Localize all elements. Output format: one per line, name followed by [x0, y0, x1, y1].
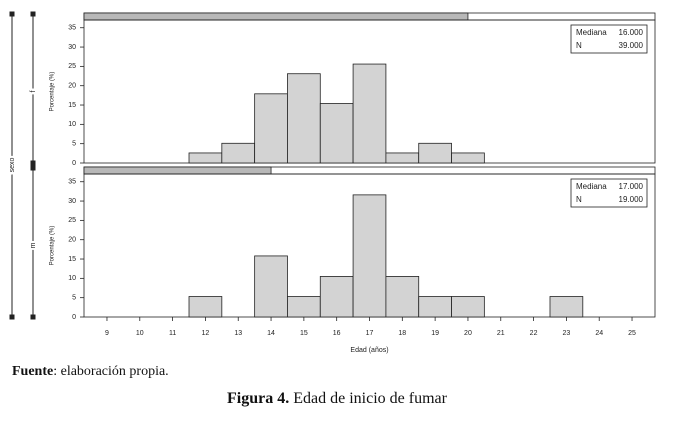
y-tick-label: 35 [68, 25, 76, 32]
caption-label: Figura 4. [227, 390, 290, 407]
stats-label: N [576, 41, 582, 50]
stats-value: 16.000 [619, 28, 644, 37]
x-tick-label: 24 [595, 330, 603, 337]
facet-label: f [30, 90, 37, 92]
chart: sexo f Porcentaje (%) 0 5 10 15 20 25 30 35 Median… [7, 11, 656, 354]
stats-box [570, 24, 648, 54]
x-tick-label: 14 [267, 330, 275, 337]
stats-label: Mediana [576, 182, 607, 191]
y-tick-label: 10 [68, 121, 76, 128]
histogram-bar [287, 296, 321, 318]
x-tick-label: 22 [530, 330, 538, 337]
facet-strip-share [83, 12, 469, 21]
x-tick-label: 11 [169, 330, 176, 337]
x-tick-label: 17 [366, 330, 374, 337]
x-tick-label: 12 [202, 330, 210, 337]
x-tick-label: 23 [562, 330, 570, 337]
facet-strip-share [83, 166, 272, 175]
y-tick-label: 15 [68, 102, 76, 109]
y-tick-label: 5 [72, 141, 76, 148]
y-axis-title: Porcentaje (%) [50, 72, 56, 112]
histogram-bar [188, 152, 223, 164]
y-axis-title: Porcentaje (%) [50, 226, 56, 266]
y-tick-label: 25 [68, 217, 76, 224]
y-tick-label: 15 [68, 256, 76, 263]
y-tick-label: 5 [72, 295, 76, 302]
x-tick-label: 25 [628, 330, 636, 337]
x-tick-label: 9 [105, 330, 109, 337]
histogram-bar [188, 296, 223, 318]
histogram-bar [352, 194, 387, 318]
histogram-bar [451, 296, 485, 318]
histogram-bar [254, 255, 288, 318]
x-tick-label: 16 [333, 330, 341, 337]
caption-text: Edad de inicio de fumar [293, 390, 447, 407]
x-tick-label: 19 [431, 330, 439, 337]
stats-value: 39.000 [619, 41, 644, 50]
x-tick-label: 15 [300, 330, 308, 337]
y-tick-label: 10 [68, 275, 76, 282]
y-tick-label: 0 [72, 160, 76, 167]
source-label: Fuente [12, 364, 54, 379]
source-text: : elaboración propia. [53, 364, 169, 379]
figure-caption: Figura 4. Edad de inicio de fumar [0, 390, 674, 408]
histogram-bar [385, 276, 420, 318]
source-note: Fuente: elaboración propia. [12, 364, 169, 380]
y-tick-label: 30 [68, 44, 76, 51]
y-tick-label: 30 [68, 198, 76, 205]
stats-value: 19.000 [619, 195, 644, 204]
histogram-bar [385, 152, 420, 164]
facet-title: sexo [9, 158, 16, 173]
histogram-bar [549, 296, 584, 318]
histogram-bar [418, 142, 452, 164]
x-axis-title: Edad (años) [350, 347, 388, 354]
histogram-bar [451, 152, 485, 164]
histogram-bar [418, 296, 452, 318]
histogram-bar [287, 73, 321, 164]
histogram-bar [254, 93, 288, 164]
stats-value: 17.000 [619, 182, 644, 191]
x-tick-label: 21 [497, 330, 505, 337]
stats-label: N [576, 195, 582, 204]
y-tick-label: 20 [68, 83, 76, 90]
stats-label: Mediana [576, 28, 607, 37]
y-tick-label: 35 [68, 179, 76, 186]
y-tick-label: 20 [68, 237, 76, 244]
x-tick-label: 13 [234, 330, 242, 337]
stats-box [570, 178, 648, 208]
x-tick-label: 10 [136, 330, 144, 337]
histogram-bar [221, 142, 256, 164]
y-tick-label: 25 [68, 63, 76, 70]
x-tick-label: 18 [398, 330, 406, 337]
facet-decoration [9, 11, 36, 320]
histogram-bar [319, 276, 354, 318]
facet-label: m [30, 242, 37, 248]
y-tick-label: 0 [72, 314, 76, 321]
histogram-bar [319, 103, 354, 164]
x-tick-label: 20 [464, 330, 472, 337]
histogram-bar [352, 63, 387, 164]
